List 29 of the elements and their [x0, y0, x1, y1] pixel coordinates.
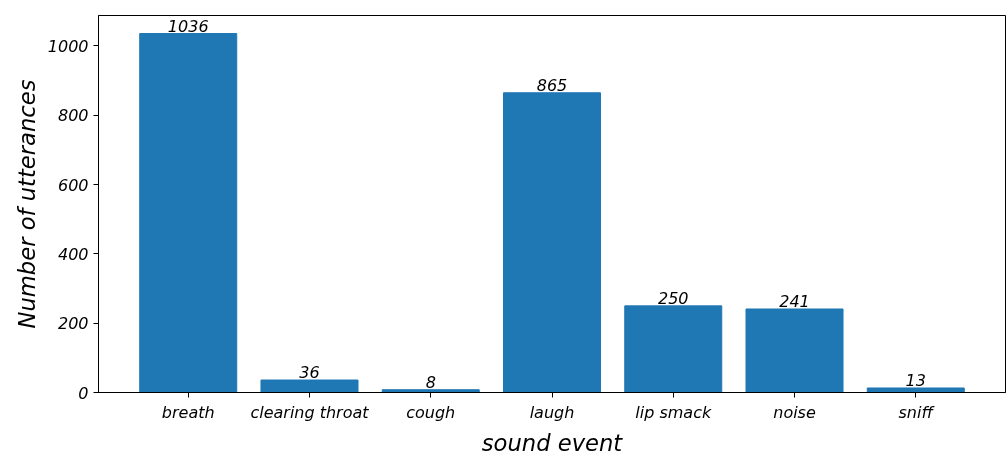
data-label: 8 — [425, 372, 436, 392]
y-tick-label: 1000 — [47, 36, 89, 56]
bar — [503, 92, 601, 393]
y-tick-label: 0 — [78, 383, 89, 403]
data-label: 13 — [905, 371, 926, 390]
data-label: 36 — [299, 363, 320, 383]
y-axis-title: Number of utterances — [13, 79, 40, 329]
x-tick-label: breath — [161, 402, 215, 422]
data-label: 241 — [779, 291, 810, 311]
x-tick-label: noise — [773, 402, 816, 422]
y-tick-label: 800 — [57, 106, 89, 126]
data-label: 250 — [657, 288, 689, 308]
y-tick-label: 600 — [57, 175, 89, 195]
bar — [866, 387, 965, 393]
data-label: 1036 — [167, 16, 209, 36]
x-tick-label: sniff — [898, 402, 936, 422]
bar — [745, 308, 844, 393]
x-tick-label: clearing throat — [250, 402, 370, 422]
data-label: 865 — [536, 75, 568, 95]
bar — [139, 33, 238, 393]
y-tick-label: 200 — [57, 314, 89, 334]
x-tick-label: cough — [406, 402, 456, 422]
bar — [260, 379, 359, 393]
y-tick-label: 400 — [57, 244, 89, 264]
x-tick-label: laugh — [529, 402, 575, 422]
bar — [624, 305, 723, 393]
x-axis-title: sound event — [481, 429, 624, 456]
bar — [381, 389, 480, 393]
x-tick-label: lip smack — [635, 402, 712, 422]
